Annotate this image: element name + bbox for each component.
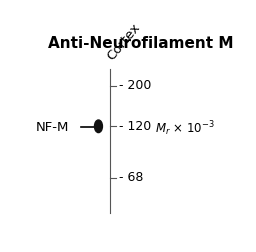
Text: $M_r$ $\times$ 10$^{-3}$: $M_r$ $\times$ 10$^{-3}$ — [155, 119, 215, 138]
Text: NF-M: NF-M — [36, 121, 69, 134]
Text: - 120: - 120 — [119, 120, 152, 133]
Text: Cortex: Cortex — [104, 21, 143, 63]
Text: Anti-Neurofilament M: Anti-Neurofilament M — [48, 36, 233, 51]
Text: - 68: - 68 — [119, 171, 144, 184]
Ellipse shape — [94, 120, 102, 133]
Text: - 200: - 200 — [119, 79, 152, 92]
